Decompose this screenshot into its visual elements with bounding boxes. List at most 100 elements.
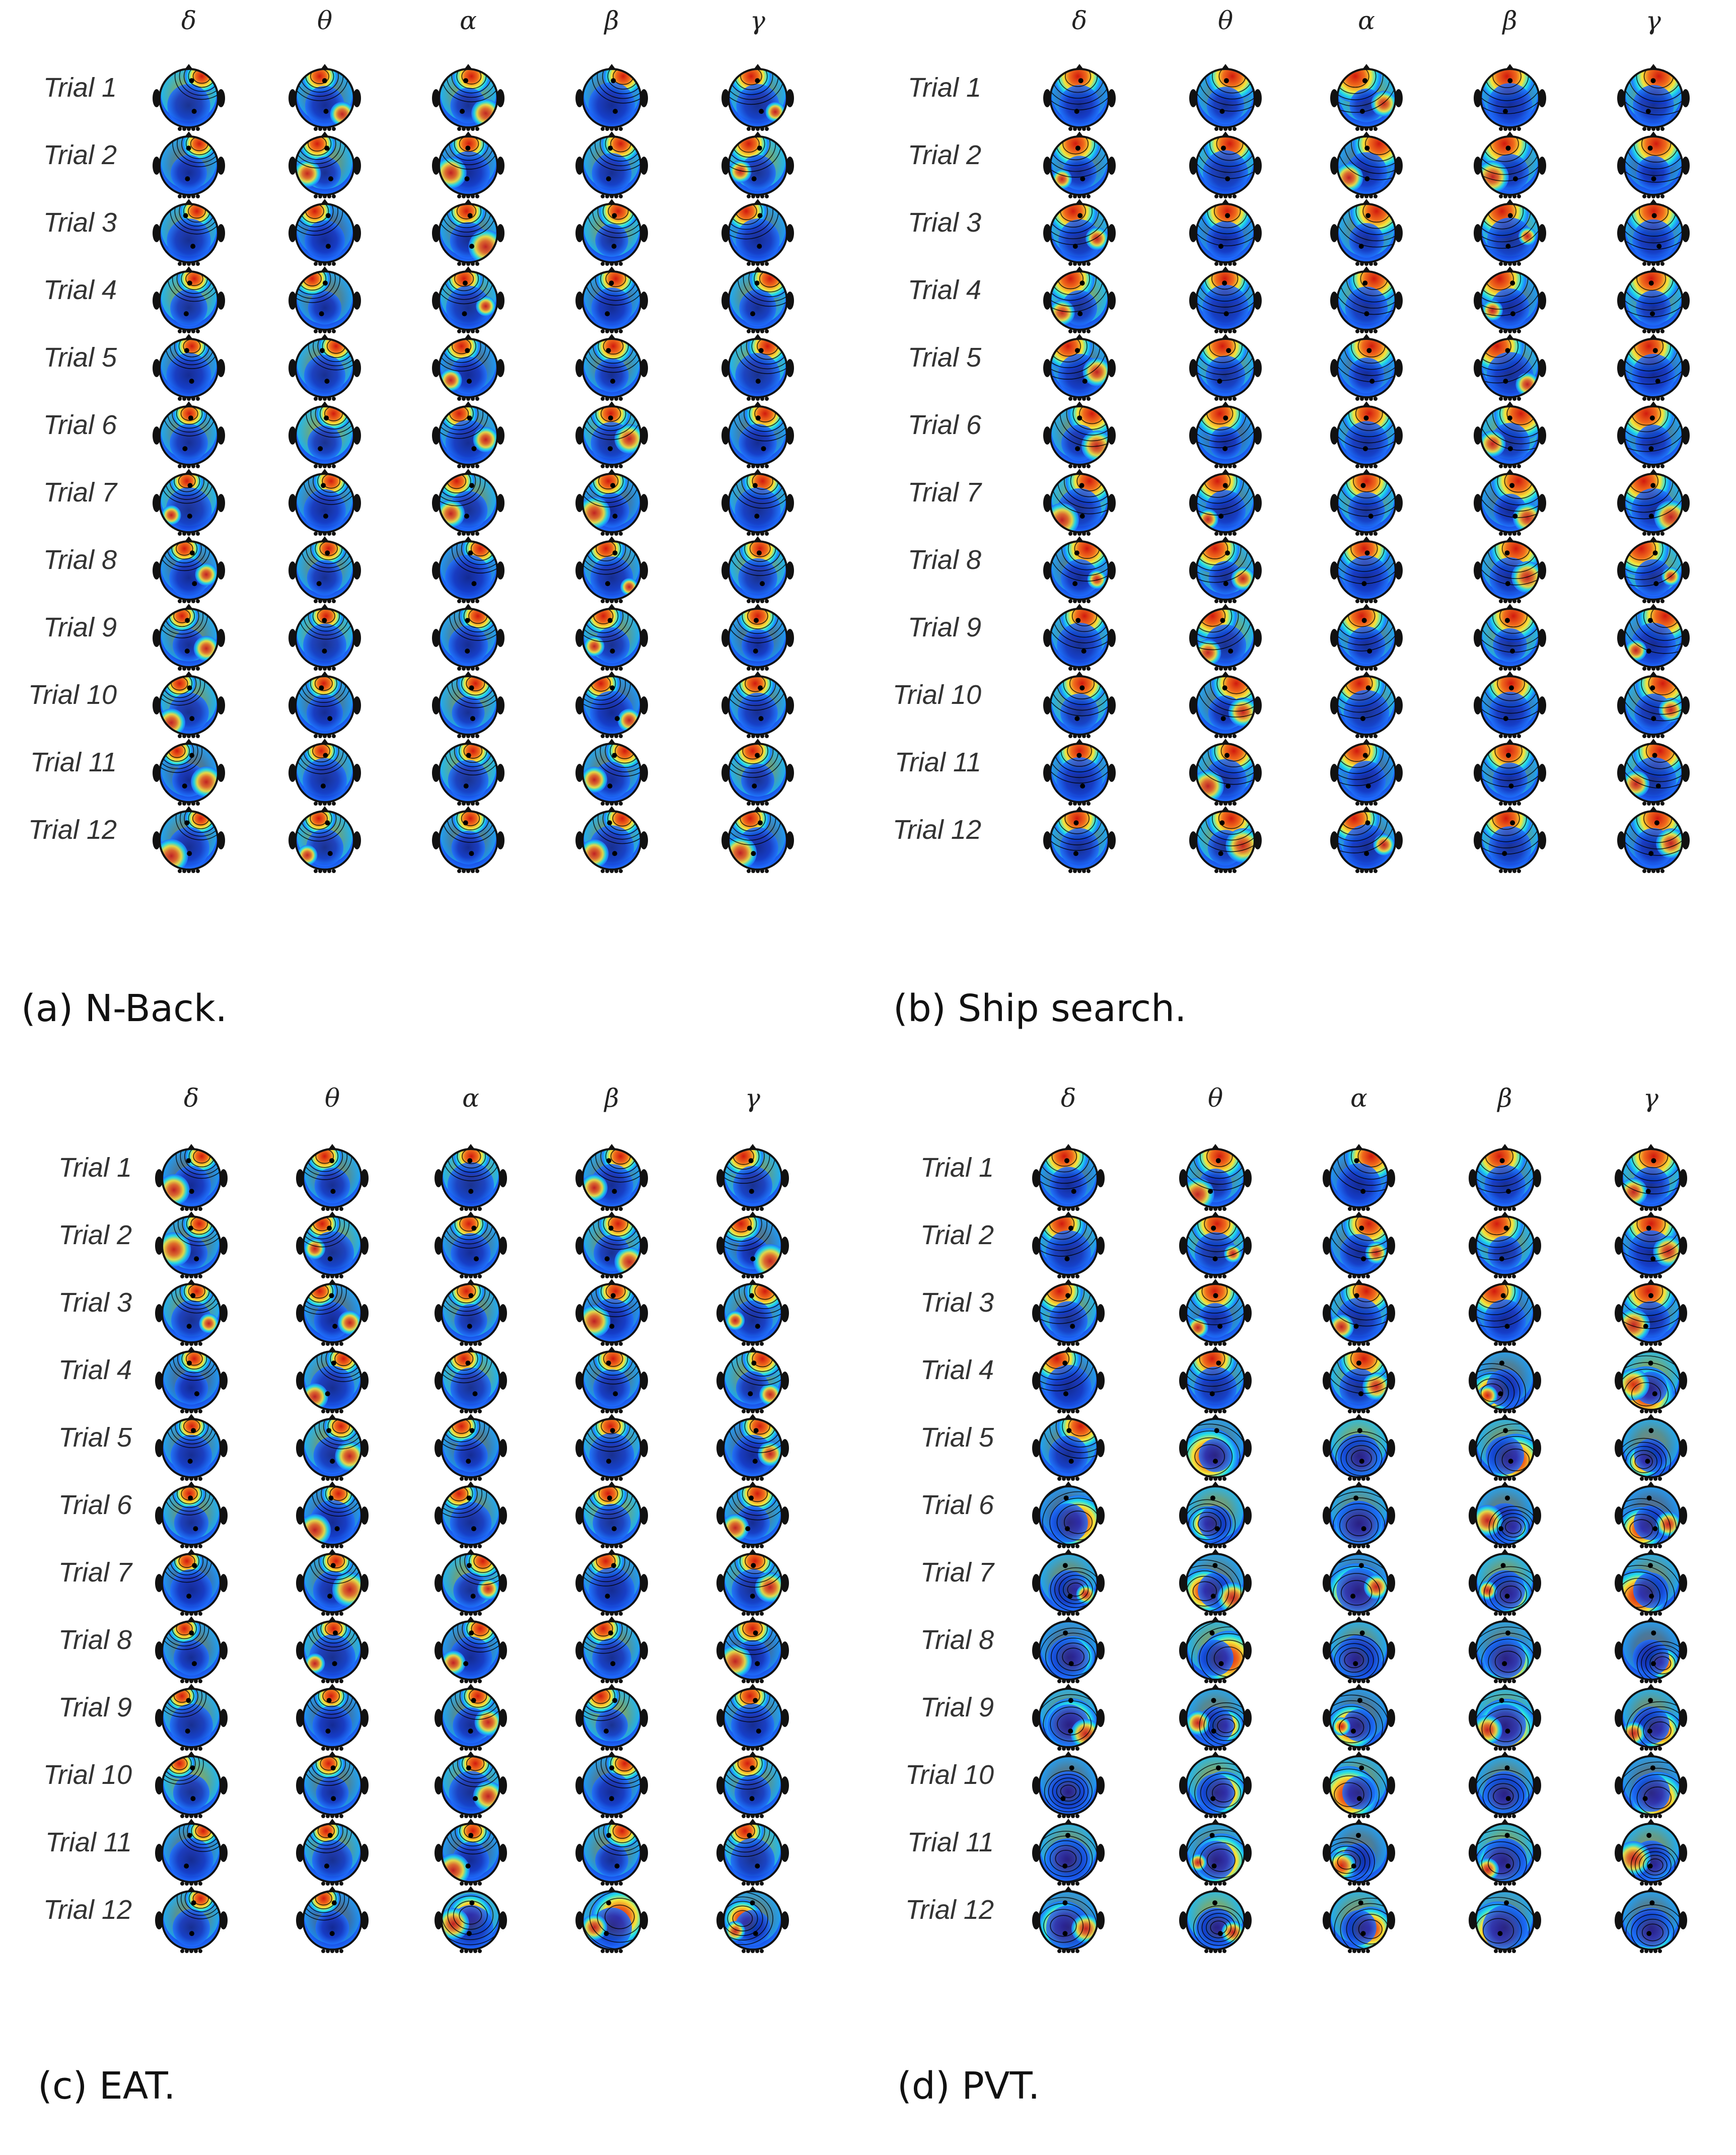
topomap-trial-2-band-5 (716, 1211, 789, 1278)
topomap-trial-5-band-5 (1617, 334, 1690, 401)
topomap-trial-4-band-3 (1323, 1346, 1395, 1413)
topomap-trial-12-band-3 (435, 1886, 507, 1953)
topomap-trial-11-band-2 (296, 1819, 369, 1886)
topomap-trial-12-band-5 (716, 1886, 789, 1953)
trial-label-9: Trial 9 (920, 1692, 994, 1722)
topomap-trial-8-band-3 (435, 1616, 507, 1683)
trial-label-4: Trial 4 (58, 1355, 132, 1385)
topomap-trial-8-band-1 (1032, 1616, 1105, 1683)
topomap-trial-6-band-2 (1189, 401, 1262, 468)
trial-label-9: Trial 9 (907, 612, 981, 642)
topomap-trial-7-band-5 (716, 1549, 789, 1616)
topomap-trial-4-band-3 (435, 1346, 507, 1413)
topomap-trial-9-band-4 (575, 1684, 648, 1751)
topomap-trial-4-band-5 (1617, 266, 1690, 333)
topomap-trial-6-band-5 (716, 1481, 789, 1548)
topomap-trial-1-band-2 (288, 64, 361, 131)
topomap-trial-8-band-3 (1330, 536, 1403, 603)
topomap-trial-5-band-2 (296, 1414, 369, 1481)
topomap-trial-8-band-1 (155, 1616, 228, 1683)
panel-eat: δ θ α β γ Trial 1 Trial 2 Trial 3 Trial … (0, 1078, 868, 2155)
topomap-trial-12-band-4 (1474, 806, 1546, 873)
topomap-trial-4-band-2 (296, 1346, 369, 1413)
topomap-trial-4-band-2 (288, 266, 361, 333)
topomap-trial-12-band-3 (1323, 1886, 1395, 1953)
topomap-trial-3-band-3 (1330, 199, 1403, 266)
trial-label-8: Trial 8 (58, 1625, 132, 1655)
topomap-trial-2-band-4 (1469, 1211, 1541, 1278)
topomap-trial-3-band-5 (1617, 199, 1690, 266)
topomap-trial-5-band-3 (432, 334, 504, 401)
topomap-trial-9-band-1 (153, 604, 225, 671)
topomap-trial-10-band-3 (1330, 671, 1403, 738)
topomap-trial-2-band-3 (435, 1211, 507, 1278)
topomap-trial-3-band-1 (153, 199, 225, 266)
topomap-trial-7-band-2 (1179, 1549, 1252, 1616)
topomap-trial-4-band-5 (1615, 1346, 1687, 1413)
band-label-theta: θ (1217, 6, 1234, 35)
topomap-trial-11-band-3 (1323, 1819, 1395, 1886)
panel-pvt: δ θ α β γ Trial 1 Trial 2 Trial 3 Trial … (868, 1078, 1736, 2155)
topomap-grid (153, 64, 794, 873)
topomap-trial-8-band-4 (575, 1616, 648, 1683)
topomap-trial-9-band-5 (1615, 1684, 1687, 1751)
topomap-trial-1-band-1 (153, 64, 225, 131)
topomap-trial-3-band-3 (432, 199, 504, 266)
panel-ship-search: δ θ α β γ Trial 1 Trial 2 Trial 3 Trial … (868, 0, 1736, 1078)
trial-label-5: Trial 5 (43, 342, 117, 373)
topomap-trial-8-band-4 (575, 536, 648, 603)
topomap-trial-7-band-1 (1032, 1549, 1105, 1616)
topomap-trial-8-band-2 (296, 1616, 369, 1683)
topomap-trial-3-band-5 (721, 199, 794, 266)
topomap-trial-11-band-1 (155, 1819, 228, 1886)
trial-label-11: Trial 11 (907, 1827, 994, 1857)
topomap-trial-5-band-3 (435, 1414, 507, 1481)
topomap-trial-10-band-4 (1469, 1751, 1541, 1818)
trial-label-8: Trial 8 (920, 1625, 994, 1655)
trial-label-6: Trial 6 (907, 410, 981, 440)
trial-label-3: Trial 3 (58, 1287, 132, 1318)
topomap-trial-2-band-3 (432, 131, 504, 198)
band-label-delta: δ (183, 1084, 199, 1113)
trial-label-7: Trial 7 (43, 477, 117, 508)
topomap-trial-10-band-5 (721, 671, 794, 738)
topomap-trial-10-band-1 (1043, 671, 1116, 738)
topomap-trial-6-band-1 (153, 401, 225, 468)
trial-label-11: Trial 11 (894, 747, 981, 777)
topomap-trial-2-band-2 (288, 131, 361, 198)
trial-label-5: Trial 5 (58, 1422, 132, 1453)
band-label-gamma: γ (1643, 1084, 1658, 1113)
trial-label-4: Trial 4 (907, 275, 981, 305)
topomap-trial-2-band-3 (1323, 1211, 1395, 1278)
topomap-trial-10-band-2 (288, 671, 361, 738)
topomap-trial-9-band-3 (435, 1684, 507, 1751)
topomap-trial-9-band-2 (1179, 1684, 1252, 1751)
topomap-trial-9-band-4 (1474, 604, 1546, 671)
topomap-trial-7-band-2 (296, 1549, 369, 1616)
topomap-trial-6-band-4 (575, 401, 648, 468)
topomap-trial-10-band-3 (1323, 1751, 1395, 1818)
band-label-alpha: α (1358, 6, 1375, 35)
topomap-trial-6-band-3 (435, 1481, 507, 1548)
topomap-trial-12-band-5 (721, 806, 794, 873)
topomap-trial-11-band-3 (432, 739, 504, 806)
topomap-trial-6-band-3 (1323, 1481, 1395, 1548)
band-label-beta: β (604, 6, 619, 35)
trial-label-1: Trial 1 (907, 73, 981, 103)
topomap-trial-2-band-5 (721, 131, 794, 198)
topomap-trial-12-band-5 (1617, 806, 1690, 873)
topomap-trial-7-band-2 (288, 469, 361, 536)
caption-d: (d) PVT. (897, 2064, 1040, 2108)
trial-label-2: Trial 2 (920, 1220, 994, 1250)
topomap-trial-10-band-1 (1032, 1751, 1105, 1818)
topomap-trial-1-band-5 (1615, 1144, 1687, 1211)
topomap-trial-11-band-4 (575, 739, 648, 806)
topomap-trial-6-band-2 (1179, 1481, 1252, 1548)
topomap-trial-6-band-1 (155, 1481, 228, 1548)
band-label-beta: β (604, 1084, 619, 1113)
topomap-trial-11-band-4 (1469, 1819, 1541, 1886)
topomap-trial-1-band-4 (1474, 64, 1546, 131)
topomap-trial-9-band-4 (1469, 1684, 1541, 1751)
topomap-trial-2-band-1 (153, 131, 225, 198)
topomap-trial-7-band-5 (721, 469, 794, 536)
